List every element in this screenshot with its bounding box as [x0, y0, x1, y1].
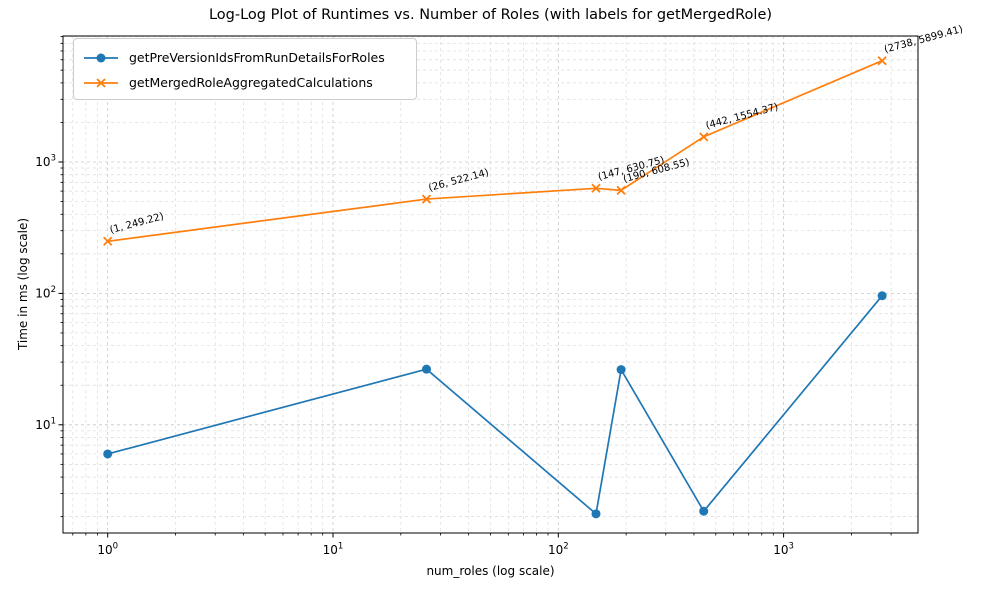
- data-point-x: [877, 56, 887, 66]
- data-point-x: [616, 185, 626, 195]
- x-axis-label: num_roles (log scale): [426, 564, 555, 578]
- point-label: (26, 522.14): [427, 167, 490, 194]
- y-axis-label: Time in ms (log scale): [16, 217, 30, 351]
- legend-line-circle-sample: [84, 53, 118, 62]
- x-tick-label: 103: [773, 542, 794, 558]
- data-point-x: [591, 183, 601, 193]
- y-tick-label: 102: [35, 285, 56, 301]
- data-point-circle: [699, 506, 709, 516]
- legend-label-1: getMergedRoleAggregatedCalculations: [129, 75, 373, 90]
- legend-line-x-sample: [84, 77, 118, 88]
- data-point-x: [103, 236, 113, 246]
- legend: getPreVersionIdsFromRunDetailsForRoles g…: [73, 38, 417, 100]
- data-point-x: [421, 194, 432, 204]
- y-tick-label: 103: [35, 154, 56, 170]
- series-line-0: [107, 295, 883, 515]
- y-tick-label: 101: [35, 416, 56, 432]
- data-point-circle: [616, 365, 626, 375]
- series-line-1: [107, 59, 883, 243]
- chart-title: Log-Log Plot of Runtimes vs. Number of R…: [208, 7, 773, 23]
- x-tick-label: 101: [323, 542, 344, 558]
- data-point-circle: [877, 291, 887, 301]
- data-point-circle: [421, 364, 431, 374]
- x-tick-label: 100: [97, 542, 118, 558]
- data-point-circle: [103, 449, 113, 459]
- legend-item-0: getPreVersionIdsFromRunDetailsForRoles: [82, 47, 406, 68]
- data-point-circle: [591, 509, 601, 519]
- point-label: (2738, 5899.41): [883, 24, 964, 56]
- point-label: (1, 249.22): [109, 211, 166, 236]
- legend-item-1: getMergedRoleAggregatedCalculations: [82, 72, 406, 93]
- x-tick-label: 102: [548, 542, 569, 558]
- data-point-x: [699, 132, 709, 142]
- legend-label-0: getPreVersionIdsFromRunDetailsForRoles: [129, 50, 385, 65]
